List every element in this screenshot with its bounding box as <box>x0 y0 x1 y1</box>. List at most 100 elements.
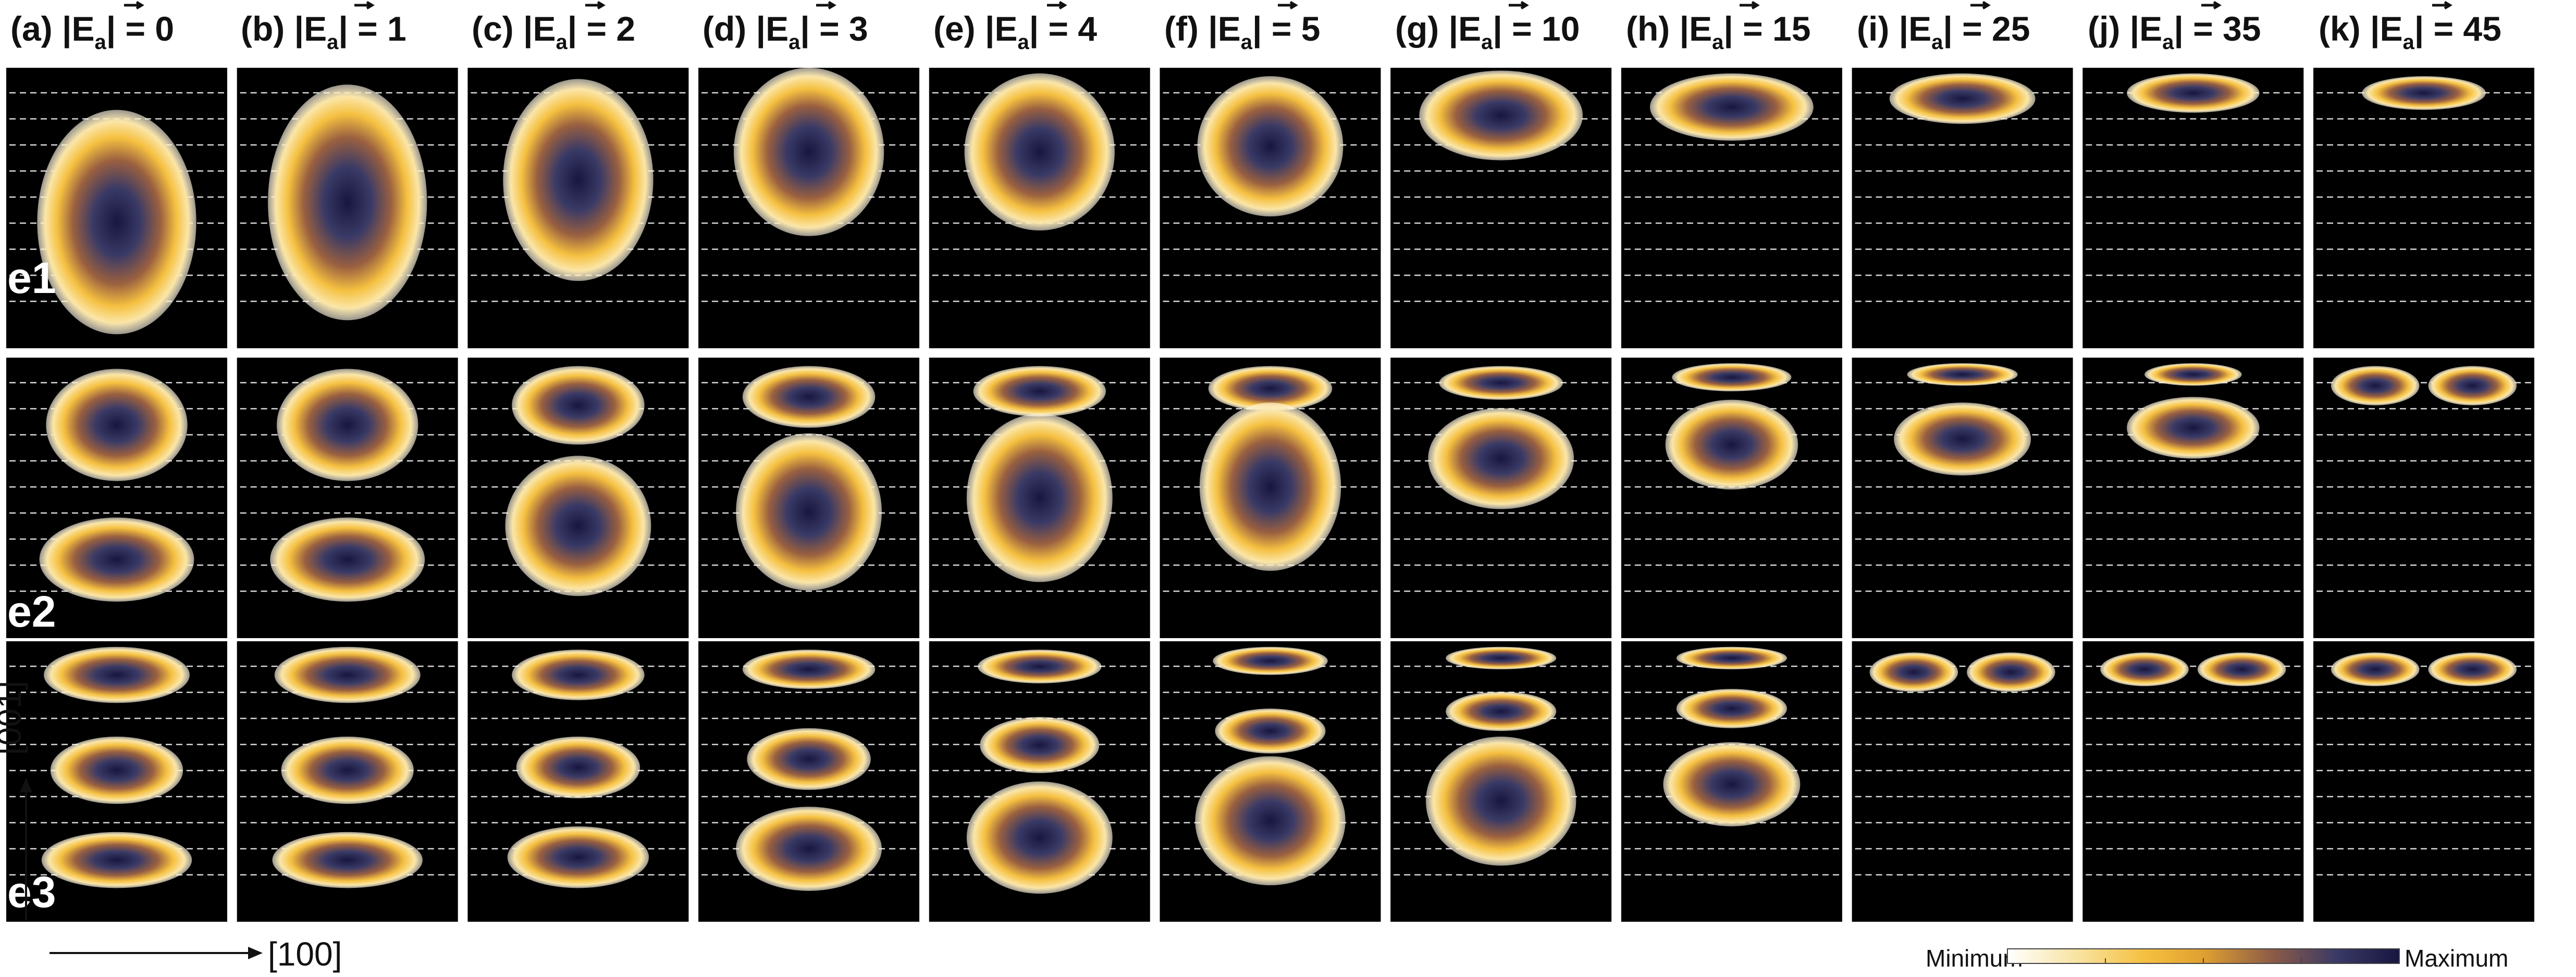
panel-e3-i <box>1852 641 2073 922</box>
panel-e1-i <box>1852 68 2073 348</box>
column-title-j: (j) |Ea| = 35 <box>2088 1 2261 54</box>
density-lobe <box>980 717 1100 773</box>
density-lobe <box>1428 408 1574 509</box>
density-lobe <box>46 369 188 481</box>
density-lobe <box>1208 366 1333 411</box>
vector-arrow-icon <box>1278 1 1298 10</box>
title-prefix: (i) |E <box>1857 9 1931 49</box>
density-lobe <box>2127 73 2260 113</box>
panel-background <box>1852 358 2073 638</box>
density-lobe <box>1215 709 1326 754</box>
vector-arrow-icon <box>354 1 375 10</box>
panel-e1-b <box>237 68 458 348</box>
panel-e2-h <box>1621 358 1842 638</box>
colorbar-min-label: Minimum <box>1926 945 2023 972</box>
panel-e3-j <box>2082 641 2304 922</box>
svg-text:(h) |Ea| = 15: (h) |Ea| = 15 <box>1626 9 1810 54</box>
vector-arrow-icon <box>2432 1 2452 10</box>
title-prefix: (c) |E <box>472 9 556 49</box>
panel-e1-e <box>929 68 1150 348</box>
panel-e2-a <box>6 358 227 638</box>
density-lobe <box>2144 363 2242 386</box>
density-lobe <box>2100 652 2189 687</box>
density-lobe <box>516 736 640 799</box>
vector-arrow-icon <box>1509 1 1529 10</box>
title-prefix: (h) |E <box>1626 9 1712 49</box>
vector-arrow-icon <box>816 1 836 10</box>
svg-text:(b) |Ea| = 1: (b) |Ea| = 1 <box>241 9 406 54</box>
title-suffix: | = 15 <box>1723 9 1810 49</box>
density-lobe <box>1439 366 1563 400</box>
svg-text:(a) |Ea| = 0: (a) |Ea| = 0 <box>10 9 174 54</box>
panel-e3-c <box>467 641 689 922</box>
density-lobe <box>1426 736 1576 866</box>
panel-e3-d <box>698 641 920 922</box>
colorbar: Minimum Maximum <box>1926 945 2508 972</box>
panel-e1-g <box>1390 68 1612 348</box>
density-lobe <box>41 832 192 888</box>
density-lobe <box>1650 73 1814 141</box>
title-prefix: (f) |E <box>1164 9 1241 49</box>
column-title-d: (d) |Ea| = 3 <box>702 1 868 54</box>
density-lobe <box>50 736 183 804</box>
panel-e3-g <box>1390 641 1612 922</box>
density-lobe <box>505 456 651 596</box>
panel-e1-j <box>2082 68 2304 348</box>
vector-arrow-icon <box>1047 1 1067 10</box>
panel-background <box>2082 641 2304 922</box>
axes: [001] [100] <box>0 681 342 973</box>
density-lobe <box>2428 652 2517 687</box>
density-lobe <box>978 650 1102 683</box>
column-title-k: (k) |Ea| = 45 <box>2319 1 2501 54</box>
panel-e2-g <box>1390 358 1612 638</box>
panel-e2-i <box>1852 358 2073 638</box>
panel-grid <box>6 68 2534 922</box>
panel-background <box>1621 358 1842 638</box>
title-sub: a <box>327 31 339 54</box>
density-lobe <box>736 807 882 891</box>
title-suffix: | = 35 <box>2174 9 2261 49</box>
title-suffix: | = 4 <box>1029 9 1098 49</box>
density-lobe <box>507 826 649 888</box>
density-lobe <box>1197 76 1344 217</box>
column-title-i: (i) |Ea| = 25 <box>1857 1 2030 54</box>
panel-e3-k <box>2313 641 2534 922</box>
density-lobe <box>747 728 871 790</box>
density-lobe <box>2428 366 2517 406</box>
density-lobe <box>1967 652 2055 692</box>
column-titles: (a) |Ea| = 0 (b) |Ea| = 1 (c) |Ea| = 2 (… <box>10 1 2501 54</box>
panel-e1-c <box>467 68 689 348</box>
svg-text:(k) |Ea| = 45: (k) |Ea| = 45 <box>2319 9 2501 54</box>
density-lobe <box>2127 397 2260 459</box>
title-prefix: (k) |E <box>2319 9 2403 49</box>
density-lobe <box>742 650 876 689</box>
density-lobe <box>736 433 882 591</box>
panel-e1-k <box>2313 68 2534 348</box>
density-lobe <box>274 646 421 703</box>
density-lobe <box>1889 73 2036 124</box>
density-lobe <box>2331 652 2420 687</box>
title-sub: a <box>556 31 568 54</box>
panel-background <box>2313 641 2534 922</box>
vector-arrow-icon <box>124 1 144 10</box>
title-suffix: | = 2 <box>568 9 635 49</box>
title-suffix: | = 3 <box>800 9 868 49</box>
horizontal-axis-label: [100] <box>268 935 342 973</box>
title-suffix: | = 45 <box>2414 9 2501 49</box>
density-lobe <box>733 68 884 236</box>
vector-arrow-icon <box>585 1 606 10</box>
density-lobe <box>1676 646 1787 669</box>
title-sub: a <box>1712 31 1724 54</box>
title-sub: a <box>2162 31 2174 54</box>
title-prefix: (j) |E <box>2088 9 2162 49</box>
title-prefix: (g) |E <box>1395 9 1481 49</box>
column-title-b: (b) |Ea| = 1 <box>241 1 406 54</box>
colorbar-max-label: Maximum <box>2405 945 2508 972</box>
density-lobe <box>272 832 423 888</box>
density-lobe <box>1195 756 1346 886</box>
row-label-e1: e1 <box>7 253 56 302</box>
title-sub: a <box>95 31 107 54</box>
panel-e3-h <box>1621 641 1842 922</box>
density-lobe <box>1663 742 1801 827</box>
panel-e2-f <box>1160 358 1381 638</box>
